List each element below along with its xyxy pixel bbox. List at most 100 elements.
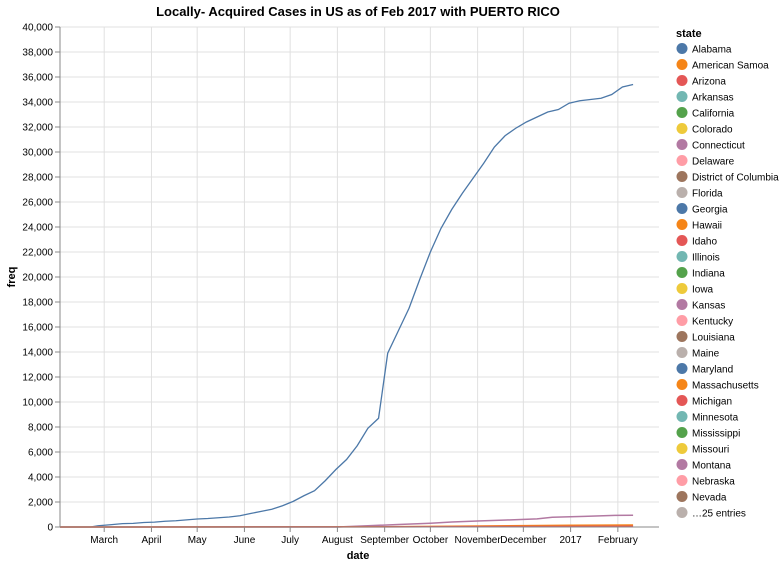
x-tick-label: September — [360, 535, 410, 546]
y-tick-label: 22,000 — [22, 248, 53, 259]
y-tick-label: 28,000 — [22, 173, 53, 184]
legend-swatch — [676, 379, 688, 390]
legend-label: Hawaii — [692, 221, 722, 232]
y-axis-title: freq — [6, 267, 18, 288]
legend-swatch — [676, 395, 688, 406]
y-tick-label: 18,000 — [22, 298, 53, 309]
x-axis-title: date — [347, 550, 370, 562]
legend-swatch — [676, 299, 688, 310]
legend-swatch — [676, 411, 688, 422]
legend-label: Alabama — [692, 45, 732, 56]
y-tick-label: 14,000 — [22, 348, 53, 359]
legend-title: state — [676, 28, 702, 40]
y-tick-label: 38,000 — [22, 48, 53, 59]
legend-swatch — [676, 363, 688, 374]
legend: state Alabama American Samoa Arizona Arkans… — [676, 28, 779, 520]
legend-swatch — [676, 155, 688, 166]
legend-label: Nebraska — [692, 477, 735, 488]
legend-label: Maryland — [692, 365, 733, 376]
legend-label: California — [692, 109, 735, 120]
x-tick-label: July — [281, 535, 299, 546]
legend-swatch — [676, 251, 688, 262]
chart-title: Locally- Acquired Cases in US as of Feb … — [156, 4, 560, 19]
y-tick-label: 16,000 — [22, 323, 53, 334]
legend-swatch — [676, 235, 688, 246]
y-tick-label: 30,000 — [22, 148, 53, 159]
legend-swatch — [676, 443, 688, 454]
legend-swatch — [676, 171, 688, 182]
legend-swatch — [676, 187, 688, 198]
y-tick-label: 24,000 — [22, 223, 53, 234]
x-tick-label: 2017 — [559, 535, 582, 546]
x-tick-label: March — [90, 535, 118, 546]
y-tick-label: 4,000 — [28, 473, 53, 484]
legend-swatch — [676, 91, 688, 102]
x-tick-label: August — [322, 535, 353, 546]
legend-label: Montana — [692, 461, 731, 472]
legend-label: Kentucky — [692, 317, 733, 328]
y-tick-label: 36,000 — [22, 73, 53, 84]
legend-swatch — [676, 59, 688, 70]
x-tick-label: June — [234, 535, 256, 546]
x-tick-label: April — [141, 535, 161, 546]
grid — [60, 26, 659, 528]
x-tick-label: May — [188, 535, 207, 546]
y-tick-label: 2,000 — [28, 498, 53, 509]
legend-label: Massachusetts — [692, 381, 759, 392]
y-tick-label: 32,000 — [22, 123, 53, 134]
legend-swatch — [676, 315, 688, 326]
legend-swatch — [676, 219, 688, 230]
legend-label: Florida — [692, 189, 723, 200]
legend-label: Minnesota — [692, 413, 739, 424]
legend-label: District of Columbia — [692, 173, 779, 184]
legend-swatch — [676, 139, 688, 150]
y-tick-label: 10,000 — [22, 398, 53, 409]
legend-swatch — [676, 491, 688, 502]
series-lines — [59, 83, 634, 528]
legend-swatch — [676, 507, 688, 518]
legend-label: Idaho — [692, 237, 717, 248]
y-tick-label: 8,000 — [28, 423, 53, 434]
y-tick-label: 40,000 — [22, 23, 53, 34]
y-tick-label: 12,000 — [22, 373, 53, 384]
legend-label: Georgia — [692, 205, 728, 216]
legend-swatch — [676, 75, 688, 86]
legend-swatch — [676, 459, 688, 470]
axes: 0 2,000 4,000 6,000 8,000 10,000 12,000 14,000 1… — [22, 23, 659, 546]
legend-label: Indiana — [692, 269, 725, 280]
legend-swatch — [676, 475, 688, 486]
legend-label: Illinois — [692, 253, 720, 264]
legend-label: Arkansas — [692, 93, 734, 104]
legend-swatch — [676, 267, 688, 278]
legend-swatch — [676, 331, 688, 342]
legend-swatch — [676, 203, 688, 214]
x-tick-label: October — [413, 535, 449, 546]
y-tick-label: 20,000 — [22, 273, 53, 284]
series-line — [60, 514, 634, 528]
legend-swatch — [676, 123, 688, 134]
legend-label: Michigan — [692, 397, 732, 408]
legend-label: Arizona — [692, 77, 726, 88]
y-tick-label: 0 — [47, 523, 53, 534]
legend-swatch — [676, 347, 688, 358]
legend-label: Iowa — [692, 285, 714, 296]
y-tick-label: 26,000 — [22, 198, 53, 209]
legend-swatch — [676, 107, 688, 118]
legend-label: Maine — [692, 349, 720, 360]
legend-label: Colorado — [692, 125, 733, 136]
series-line — [60, 83, 634, 528]
legend-label: Missouri — [692, 445, 729, 456]
legend-swatch — [676, 283, 688, 294]
legend-label: Nevada — [692, 493, 727, 504]
legend-swatch — [676, 43, 688, 54]
x-tick-label: December — [500, 535, 547, 546]
legend-label: American Samoa — [692, 61, 769, 72]
legend-swatch — [676, 427, 688, 438]
y-tick-label: 34,000 — [22, 98, 53, 109]
legend-label: …25 entries — [692, 509, 746, 520]
legend-label: Mississippi — [692, 429, 740, 440]
legend-label: Kansas — [692, 301, 725, 312]
legend-label: Connecticut — [692, 141, 745, 152]
